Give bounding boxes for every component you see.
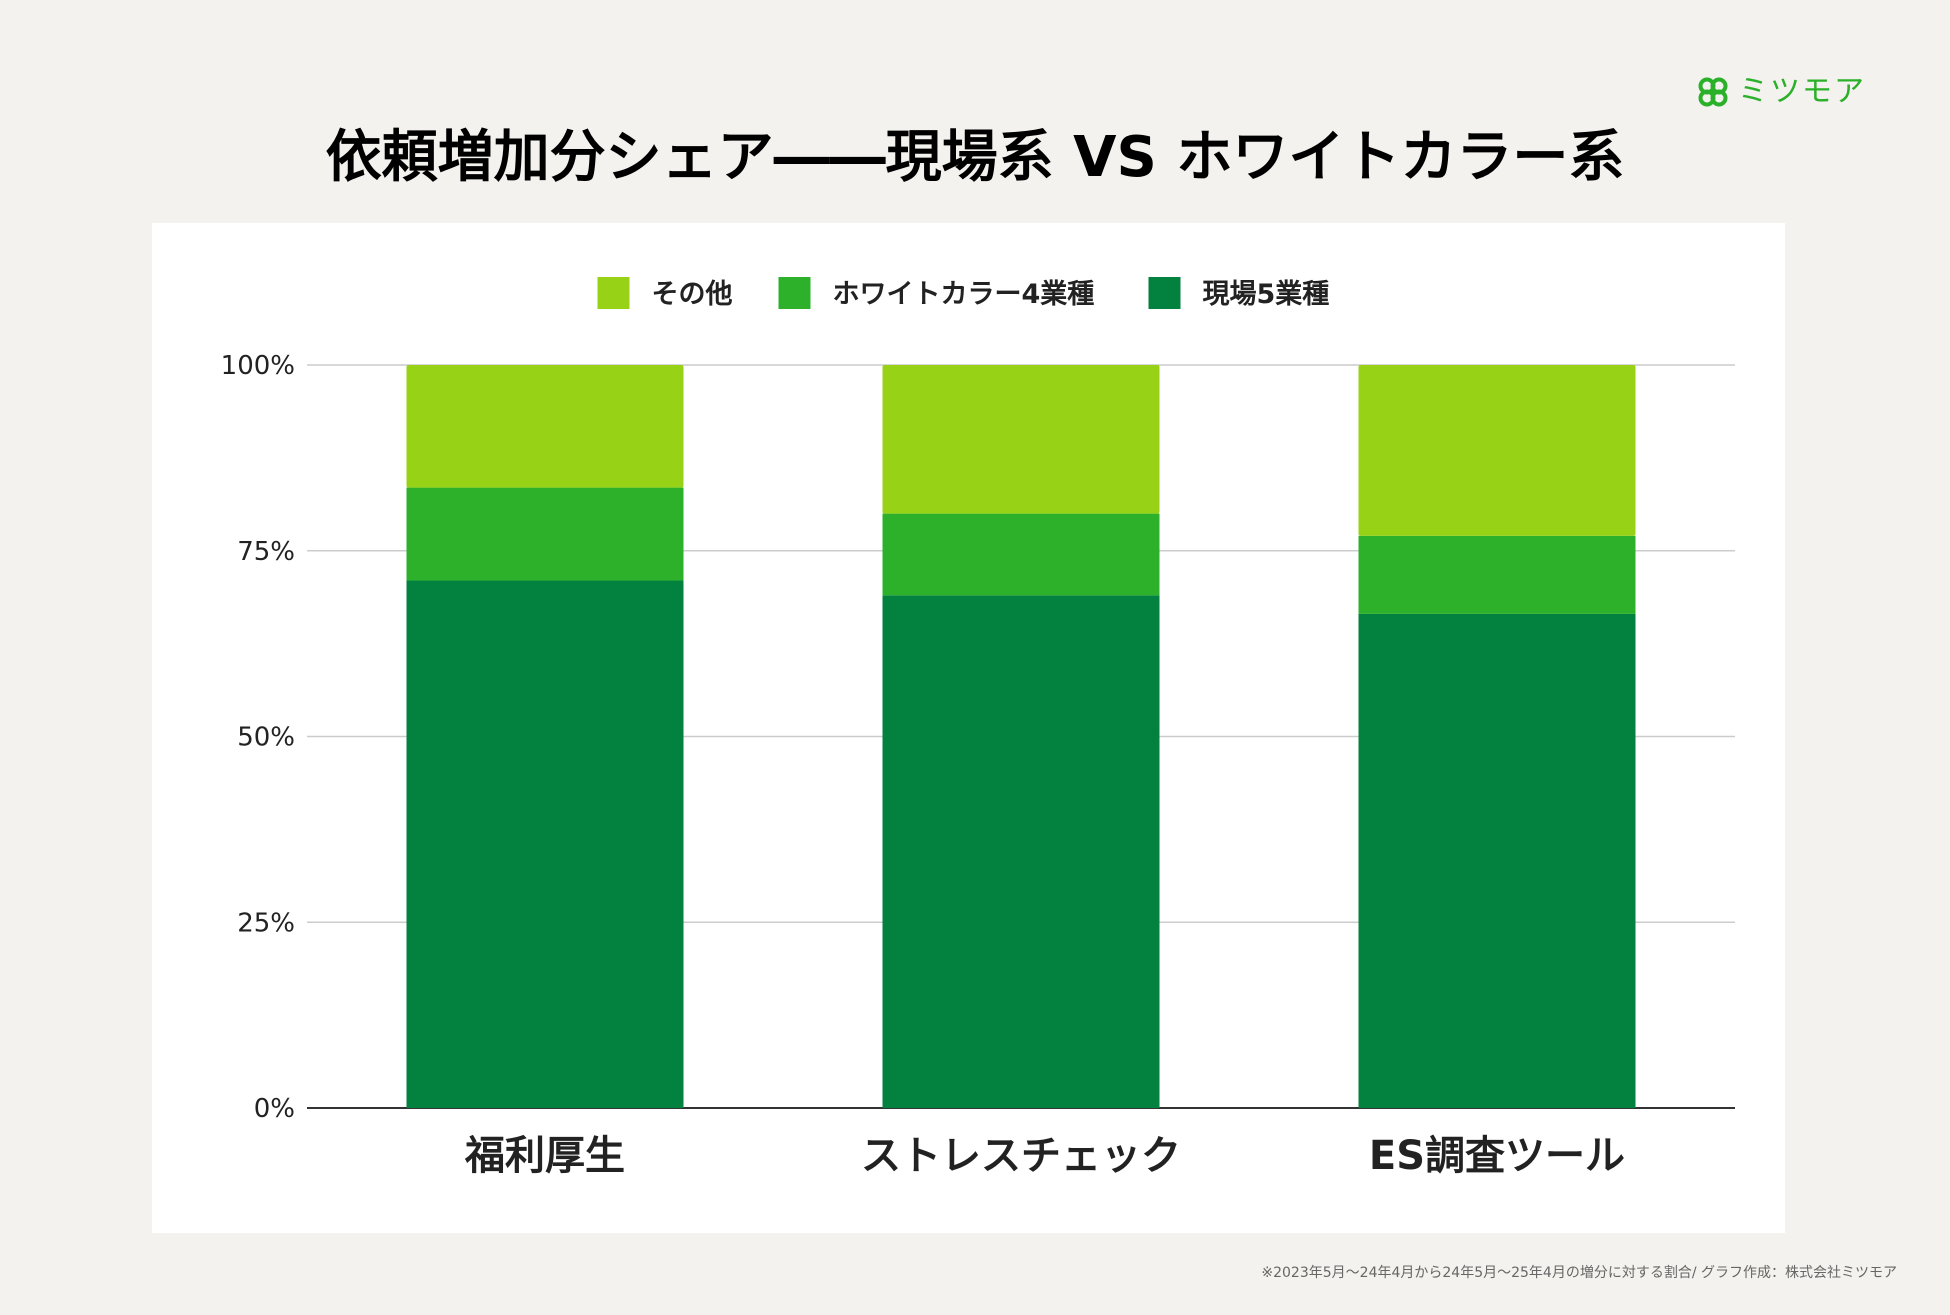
bar-segment [882, 595, 1160, 1108]
legend-label: ホワイトカラー4業種 [833, 279, 1095, 310]
bar-segment [1358, 365, 1636, 536]
x-category-label: 福利厚生 [464, 1133, 625, 1179]
legend-swatch [778, 277, 811, 309]
bar-segment [406, 487, 684, 581]
bar-segment [882, 513, 1160, 596]
legend-swatch [597, 277, 630, 309]
brand-name: ミツモア [1738, 74, 1866, 109]
legend-label: 現場5業種 [1203, 279, 1330, 310]
bar-segment [882, 365, 1160, 514]
chart-card: 0% 25% 50% 75% 100% 福利厚生 ストレスチェック ES調査ツール その他 ホワイ… [152, 223, 1785, 1233]
page-title: 依頼増加分シェア――現場系 VS ホワイトカラー系 [325, 125, 1625, 190]
clover-logo-icon [1698, 77, 1728, 107]
y-tick-label: 100% [221, 351, 295, 381]
x-category-label: ES調査ツール [1369, 1133, 1625, 1179]
logo-leaf-4 [1710, 89, 1728, 107]
y-tick-label: 0% [254, 1094, 295, 1124]
bar-segment [406, 580, 684, 1108]
y-tick-label: 25% [237, 908, 295, 938]
x-category-label: ストレスチェック [861, 1133, 1181, 1179]
brand-logo: ミツモア [1698, 72, 1866, 112]
bar-segment [1358, 535, 1636, 614]
legend-label: その他 [652, 279, 733, 310]
y-tick-label: 75% [237, 537, 295, 567]
footnote: ※2023年5月〜24年4月から24年5月〜25年4月の増分に対する割合/ グラ… [1261, 1265, 1897, 1281]
legend-swatch [1148, 277, 1181, 309]
bar-segment [1358, 613, 1636, 1108]
bar-segment [406, 365, 684, 488]
stacked-bar-chart: 0% 25% 50% 75% 100% 福利厚生 ストレスチェック ES調査ツール その他 ホワイ… [221, 277, 1735, 1179]
y-tick-label: 50% [237, 723, 295, 753]
